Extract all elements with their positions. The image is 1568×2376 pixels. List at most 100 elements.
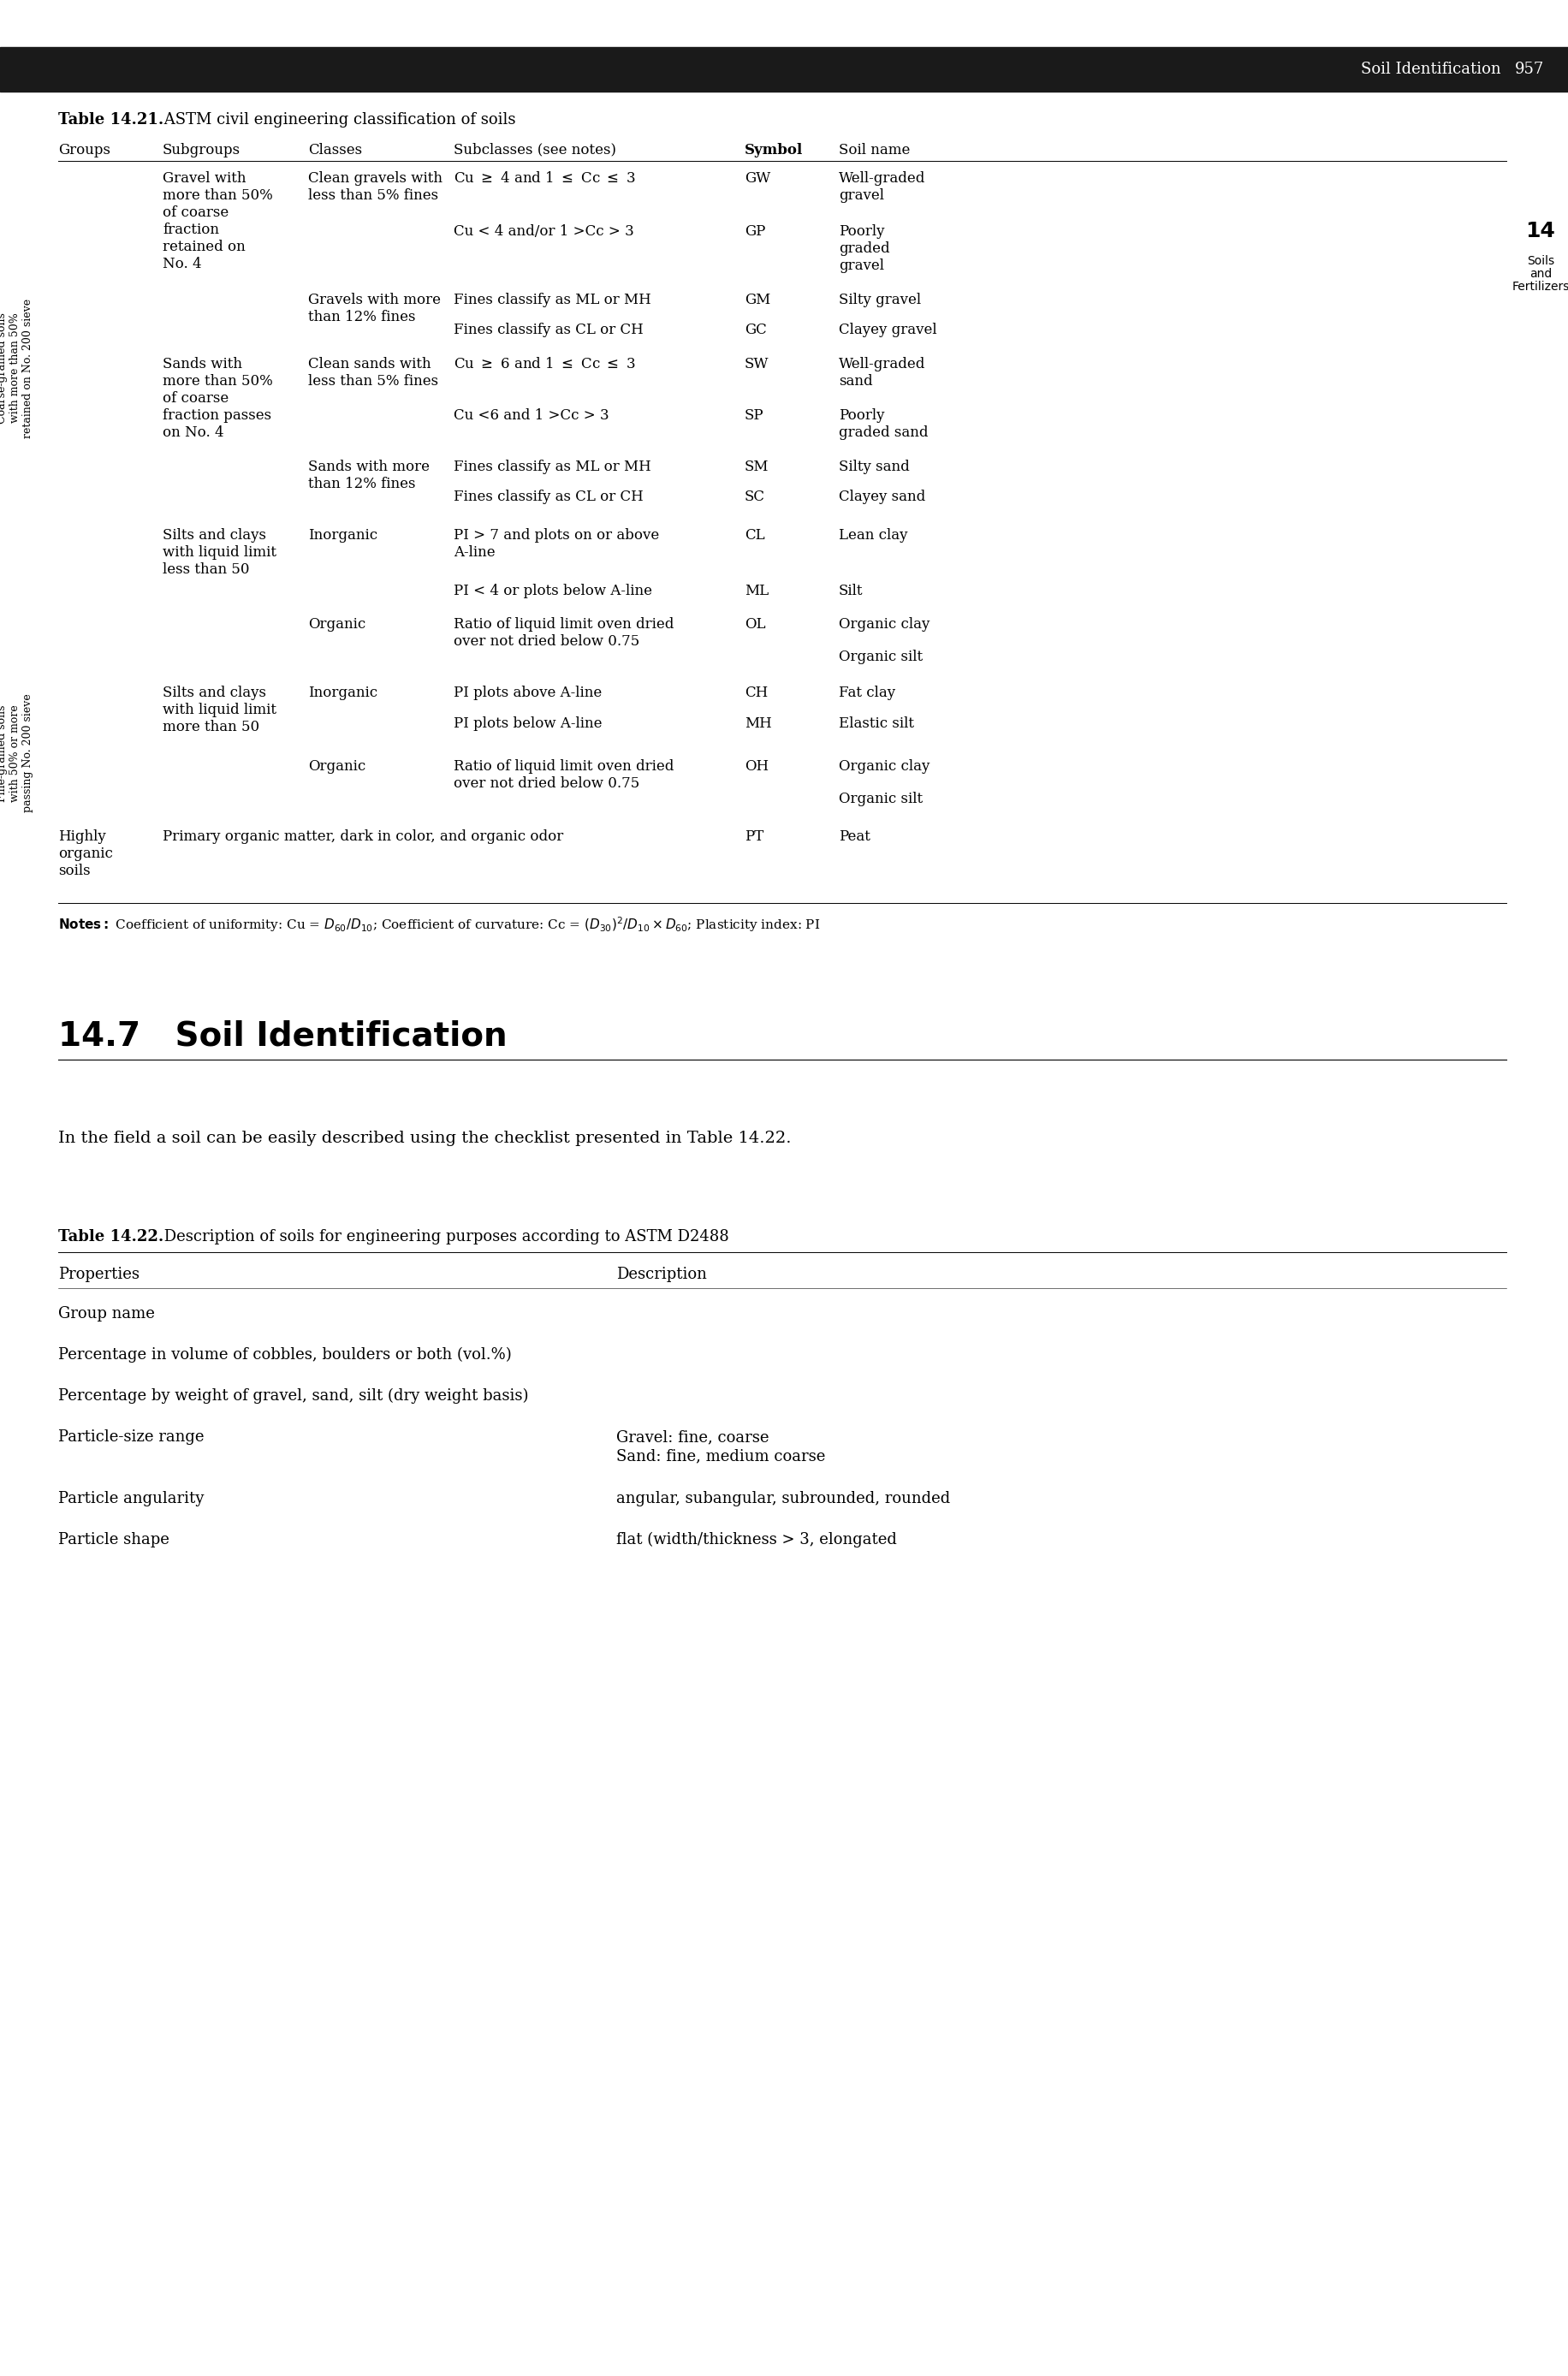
Text: Organic: Organic: [307, 618, 365, 632]
Text: less than 5% fines: less than 5% fines: [307, 188, 437, 202]
Text: Fines classify as CL or CH: Fines classify as CL or CH: [453, 489, 643, 504]
Text: Properties: Properties: [58, 1266, 140, 1283]
Text: Clean sands with: Clean sands with: [307, 356, 431, 371]
Text: Clayey sand: Clayey sand: [839, 489, 925, 504]
Text: No. 4: No. 4: [163, 257, 202, 271]
Text: sand: sand: [839, 373, 872, 387]
Text: 14: 14: [1524, 221, 1555, 242]
Text: Peat: Peat: [839, 829, 870, 843]
Text: SC: SC: [745, 489, 765, 504]
Text: less than 50: less than 50: [163, 561, 249, 577]
Text: In the field a soil can be easily described using the checklist presented in Tab: In the field a soil can be easily descri…: [58, 1131, 790, 1145]
Text: SP: SP: [745, 409, 764, 423]
Text: 957: 957: [1515, 62, 1543, 76]
Text: Cu <6 and 1 >Cc > 3: Cu <6 and 1 >Cc > 3: [453, 409, 608, 423]
Text: CH: CH: [745, 687, 767, 701]
Text: with liquid limit: with liquid limit: [163, 544, 276, 558]
Text: Groups: Groups: [58, 143, 110, 157]
Text: Elastic silt: Elastic silt: [839, 715, 914, 729]
Text: SW: SW: [745, 356, 768, 371]
Text: Description: Description: [616, 1266, 707, 1283]
Text: Organic: Organic: [307, 758, 365, 772]
Text: Inorganic: Inorganic: [307, 687, 378, 701]
Text: over not dried below 0.75: over not dried below 0.75: [453, 777, 640, 791]
Text: Fines classify as CL or CH: Fines classify as CL or CH: [453, 323, 643, 337]
Text: OL: OL: [745, 618, 765, 632]
Text: Soil name: Soil name: [839, 143, 909, 157]
Text: Organic clay: Organic clay: [839, 758, 930, 772]
Text: Fat clay: Fat clay: [839, 687, 895, 701]
Text: Poorly: Poorly: [839, 409, 884, 423]
Text: Table 14.22.: Table 14.22.: [58, 1228, 163, 1245]
Text: Lean clay: Lean clay: [839, 527, 908, 542]
Text: Sand: fine, medium coarse: Sand: fine, medium coarse: [616, 1449, 825, 1464]
Text: Group name: Group name: [58, 1307, 155, 1321]
Text: GP: GP: [745, 223, 765, 238]
Text: MH: MH: [745, 715, 771, 729]
Text: GM: GM: [745, 292, 770, 307]
Text: Highly: Highly: [58, 829, 107, 843]
Text: graded: graded: [839, 240, 889, 257]
Text: $\mathbf{Notes:}$ Coefficient of uniformity: Cu = $D_{60}/D_{10}$; Coefficient o: $\mathbf{Notes:}$ Coefficient of uniform…: [58, 915, 820, 934]
Text: PT: PT: [745, 829, 764, 843]
Text: Subclasses (see notes): Subclasses (see notes): [453, 143, 616, 157]
Text: Particle shape: Particle shape: [58, 1533, 169, 1547]
Text: Organic silt: Organic silt: [839, 791, 922, 805]
Text: soils: soils: [58, 865, 91, 879]
Text: Symbol: Symbol: [745, 143, 803, 157]
Text: Silty gravel: Silty gravel: [839, 292, 920, 307]
Text: SM: SM: [745, 459, 768, 473]
Text: GW: GW: [745, 171, 770, 185]
Text: gravel: gravel: [839, 188, 884, 202]
Text: on No. 4: on No. 4: [163, 425, 224, 440]
Text: PI < 4 or plots below A-line: PI < 4 or plots below A-line: [453, 582, 652, 599]
Text: Coarse-grained soils
with more than 50%
retained on No. 200 sieve: Coarse-grained soils with more than 50% …: [0, 299, 34, 437]
Text: Particle angularity: Particle angularity: [58, 1492, 204, 1506]
Text: Fines classify as ML or MH: Fines classify as ML or MH: [453, 459, 651, 473]
Text: Particle-size range: Particle-size range: [58, 1430, 204, 1445]
Text: Cu $\geq$ 6 and 1 $\leq$ Cc $\leq$ 3: Cu $\geq$ 6 and 1 $\leq$ Cc $\leq$ 3: [453, 356, 635, 371]
Text: Cu $\geq$ 4 and 1 $\leq$ Cc $\leq$ 3: Cu $\geq$ 4 and 1 $\leq$ Cc $\leq$ 3: [453, 171, 635, 185]
Text: more than 50: more than 50: [163, 720, 259, 734]
Text: fraction: fraction: [163, 221, 220, 238]
Text: Inorganic: Inorganic: [307, 527, 378, 542]
Text: flat (width/thickness > 3, elongated: flat (width/thickness > 3, elongated: [616, 1533, 897, 1547]
Text: Sands with more: Sands with more: [307, 459, 430, 473]
Text: Silty sand: Silty sand: [839, 459, 909, 473]
Text: Silt: Silt: [839, 582, 862, 599]
Text: Gravel with: Gravel with: [163, 171, 246, 185]
Text: Primary organic matter, dark in color, and organic odor: Primary organic matter, dark in color, a…: [163, 829, 563, 843]
Text: Cu < 4 and/or 1 >Cc > 3: Cu < 4 and/or 1 >Cc > 3: [453, 223, 633, 238]
Text: gravel: gravel: [839, 259, 884, 273]
Text: more than 50%: more than 50%: [163, 373, 273, 387]
Text: graded sand: graded sand: [839, 425, 928, 440]
Text: of coarse: of coarse: [163, 204, 229, 219]
Text: of coarse: of coarse: [163, 390, 229, 406]
Text: Well-graded: Well-graded: [839, 356, 925, 371]
Text: ASTM civil engineering classification of soils: ASTM civil engineering classification of…: [158, 112, 516, 128]
Text: Percentage by weight of gravel, sand, silt (dry weight basis): Percentage by weight of gravel, sand, si…: [58, 1388, 528, 1404]
Text: Ratio of liquid limit oven dried: Ratio of liquid limit oven dried: [453, 758, 674, 772]
Text: Soils: Soils: [1526, 254, 1554, 266]
Text: less than 5% fines: less than 5% fines: [307, 373, 437, 387]
Text: ML: ML: [745, 582, 768, 599]
Text: Ratio of liquid limit oven dried: Ratio of liquid limit oven dried: [453, 618, 674, 632]
Text: 14.7   Soil Identification: 14.7 Soil Identification: [58, 1019, 506, 1053]
Text: Organic silt: Organic silt: [839, 651, 922, 665]
Text: CL: CL: [745, 527, 765, 542]
Text: retained on: retained on: [163, 240, 245, 254]
Text: fraction passes: fraction passes: [163, 409, 271, 423]
Text: PI plots below A-line: PI plots below A-line: [453, 715, 602, 729]
Text: angular, subangular, subrounded, rounded: angular, subangular, subrounded, rounded: [616, 1492, 950, 1506]
Text: Fertilizers: Fertilizers: [1512, 280, 1568, 292]
Text: Fine-grained soils
with 50% or more
passing No. 200 sieve: Fine-grained soils with 50% or more pass…: [0, 694, 34, 813]
Text: Description of soils for engineering purposes according to ASTM D2488: Description of soils for engineering pur…: [158, 1228, 729, 1245]
Text: Gravels with more: Gravels with more: [307, 292, 441, 307]
Text: and: and: [1529, 268, 1551, 280]
Text: Silts and clays: Silts and clays: [163, 527, 267, 542]
Text: Classes: Classes: [307, 143, 362, 157]
Text: OH: OH: [745, 758, 768, 772]
Text: Gravel: fine, coarse: Gravel: fine, coarse: [616, 1430, 768, 1445]
Text: Poorly: Poorly: [839, 223, 884, 238]
Text: Silts and clays: Silts and clays: [163, 687, 267, 701]
